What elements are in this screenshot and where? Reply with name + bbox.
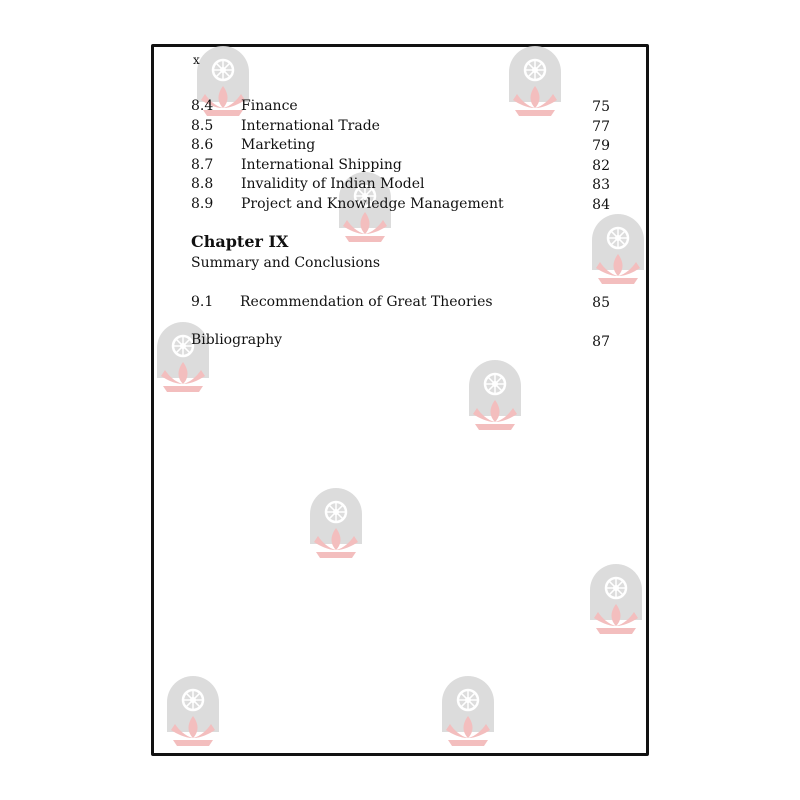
watermark-emblem-icon xyxy=(337,172,393,244)
toc-entry-title: Finance xyxy=(241,98,298,114)
watermark-emblem-icon xyxy=(195,46,251,118)
toc-entry-title: Project and Knowledge Management xyxy=(241,196,504,212)
toc-entry-number: 8.8 xyxy=(191,176,214,192)
toc-entry-page: 85 xyxy=(592,295,610,311)
toc-entry-page: 84 xyxy=(592,197,610,213)
toc-entry-number: 8.4 xyxy=(191,98,214,114)
toc-entry-title: Recommendation of Great Theories xyxy=(240,294,493,310)
toc-entry-page: 77 xyxy=(592,119,610,135)
toc-entry-page: 82 xyxy=(592,158,610,174)
watermark-emblem-icon xyxy=(590,214,646,286)
toc-entry-number: 9.1 xyxy=(191,294,214,310)
chapter-heading: Chapter IX xyxy=(191,232,289,251)
toc-entry-number: 8.9 xyxy=(191,196,214,212)
document-page xyxy=(151,44,649,756)
watermark-emblem-icon xyxy=(467,360,523,432)
toc-entry-number: 8.5 xyxy=(191,118,214,134)
toc-entry-page: 75 xyxy=(592,99,610,115)
toc-entry-title: Invalidity of Indian Model xyxy=(241,176,425,192)
watermark-emblem-icon xyxy=(155,322,211,394)
watermark-emblem-icon xyxy=(308,488,364,560)
toc-entry-page: 79 xyxy=(592,138,610,154)
toc-entry-number: 8.7 xyxy=(191,157,214,173)
toc-entry-page: 83 xyxy=(592,177,610,193)
watermark-emblem-icon xyxy=(440,676,496,748)
watermark-emblem-icon xyxy=(165,676,221,748)
toc-entry-number: 8.6 xyxy=(191,137,214,153)
page-number-roman: x xyxy=(193,53,200,67)
toc-entry-title: International Shipping xyxy=(241,157,402,173)
watermark-emblem-icon xyxy=(507,46,563,118)
chapter-subtitle: Summary and Conclusions xyxy=(191,255,381,271)
bibliography-page: 87 xyxy=(592,334,610,350)
toc-entry-title: International Trade xyxy=(241,118,380,134)
bibliography-title: Bibliography xyxy=(191,332,282,348)
toc-entry-title: Marketing xyxy=(241,137,316,153)
watermark-emblem-icon xyxy=(588,564,644,636)
